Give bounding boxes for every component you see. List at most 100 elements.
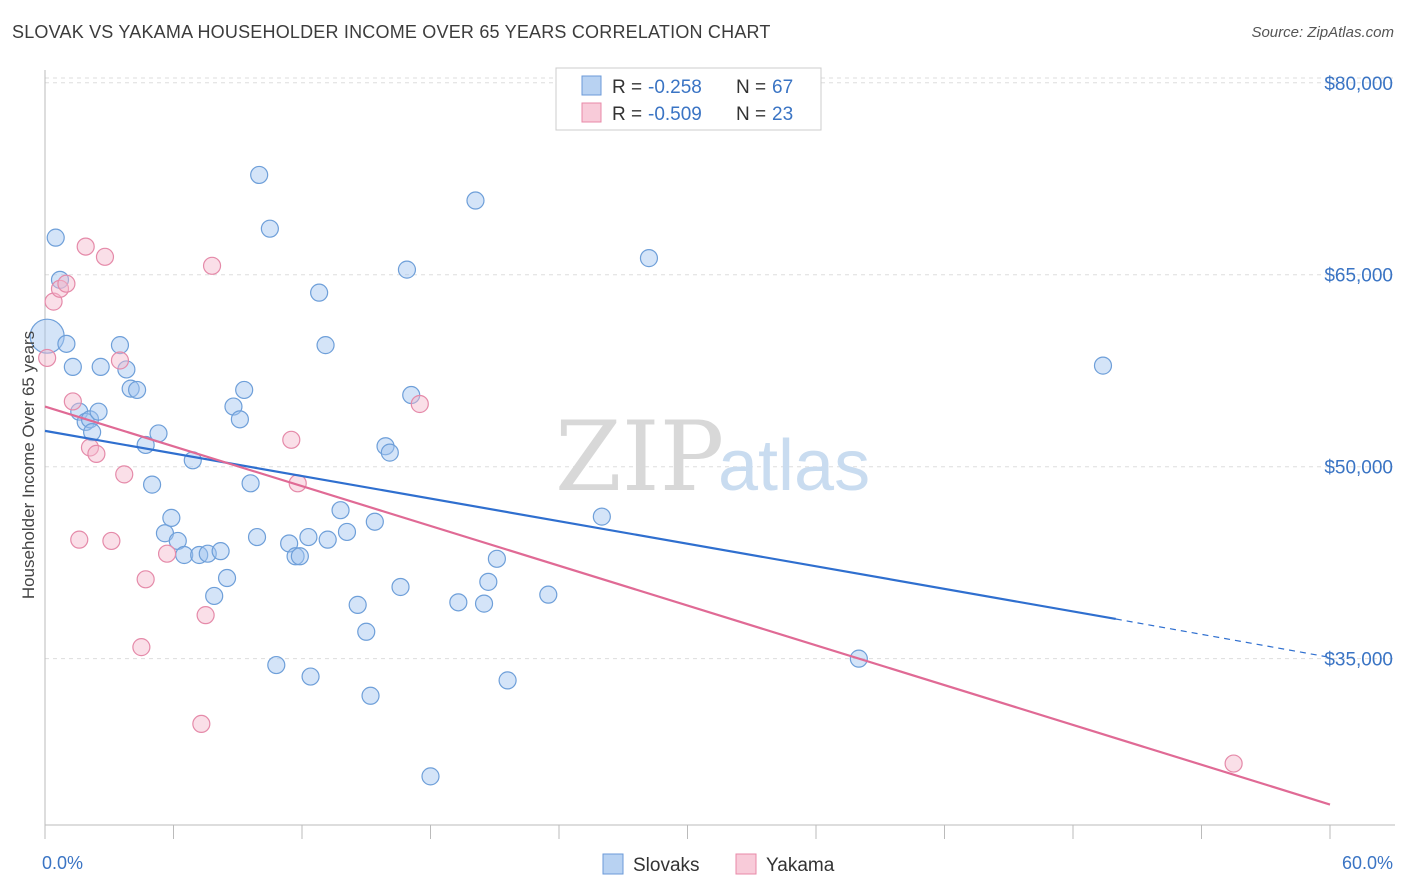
source-label: Source: ZipAtlas.com	[1251, 24, 1394, 41]
yakama-point	[410, 394, 429, 414]
slovak-point	[361, 686, 380, 705]
y-tick-label: $50,000	[1324, 458, 1393, 479]
legend-r-value-2: -0.509	[648, 104, 702, 125]
legend-n-label-2: N =	[736, 104, 766, 125]
yakama-point	[63, 392, 82, 411]
series-yakama	[38, 237, 1243, 773]
slovak-point	[639, 249, 659, 268]
trend-lines	[44, 405, 1331, 806]
legend-r-value-1: -0.258	[648, 77, 702, 98]
bottom-legend-yakama: Yakama	[766, 855, 835, 876]
watermark-atlas: atlas	[718, 426, 870, 506]
bottom-legend-swatch-slovaks	[602, 853, 624, 875]
bottom-legend: Slovaks Yakama	[602, 853, 835, 876]
yakama-point	[57, 274, 76, 293]
slovak-point	[91, 357, 110, 376]
slovak-point	[421, 767, 440, 786]
slovak-point	[331, 501, 350, 520]
slovak-point	[57, 334, 76, 353]
yakama-point	[1224, 754, 1243, 773]
slovak-point	[162, 508, 181, 527]
x-tick-label: 60.0%	[1342, 853, 1393, 873]
y-tick-label: $80,000	[1324, 74, 1393, 95]
slovak-point	[474, 594, 494, 613]
yakama-point	[132, 638, 151, 657]
slovak-point	[142, 475, 162, 494]
slovak-point	[348, 595, 367, 614]
slovak-point	[83, 423, 102, 442]
slovak-point	[466, 191, 485, 210]
slovak-point	[89, 402, 108, 421]
legend-swatch-slovaks	[581, 75, 602, 96]
slovak-point	[365, 512, 384, 531]
bottom-legend-slovaks: Slovaks	[633, 855, 700, 876]
legend-n-value-2: 23	[772, 104, 793, 125]
slovak-point	[397, 260, 417, 279]
slovak-point	[110, 336, 130, 355]
slovak-point	[539, 585, 558, 604]
slovak-point	[127, 380, 147, 400]
slovak-point	[316, 336, 335, 355]
series-slovaks	[29, 165, 1113, 786]
slovak-point	[487, 549, 506, 568]
chart-title: SLOVAK VS YAKAMA HOUSEHOLDER INCOME OVER…	[12, 22, 771, 42]
yakama-point	[136, 570, 155, 589]
slovak-trend-extension	[1115, 618, 1331, 658]
yakama-point	[87, 444, 106, 463]
slovak-point	[46, 228, 65, 247]
yakama-point	[192, 714, 211, 734]
y-tick-labels: $35,000 $50,000 $65,000 $80,000	[1324, 74, 1393, 671]
x-tick-labels: 0.0% 60.0%	[42, 853, 1393, 873]
y-tick-label: $35,000	[1324, 650, 1393, 671]
slovak-point	[247, 527, 267, 547]
slovak-point	[337, 522, 357, 542]
slovak-point	[117, 360, 136, 379]
slovak-point	[301, 667, 320, 686]
slovak-point	[479, 572, 498, 591]
yakama-point	[38, 348, 57, 368]
slovak-point	[498, 671, 517, 690]
yakama-trend-line	[44, 405, 1331, 806]
y-axis-label: Householder Income Over 65 years	[19, 331, 38, 599]
legend-n-label-1: N =	[736, 77, 766, 98]
slovak-point	[357, 622, 376, 641]
x-tick-label: 0.0%	[42, 853, 83, 873]
yakama-point	[196, 606, 215, 625]
y-tick-label: $65,000	[1324, 266, 1393, 287]
yakama-point	[115, 465, 134, 484]
slovak-point	[217, 568, 237, 588]
legend-box: R = -0.258 N = 67 R = -0.509 N = 23	[555, 67, 822, 131]
legend-r-label-1: R =	[612, 77, 642, 98]
watermark-zip: ZIP	[555, 401, 724, 513]
bottom-legend-swatch-yakama	[735, 853, 757, 875]
grid-lines	[45, 77, 1395, 660]
axes	[44, 70, 1395, 839]
slovak-point	[235, 380, 254, 400]
yakama-point	[70, 530, 89, 549]
slovak-point	[63, 357, 82, 376]
slovak-point	[318, 530, 337, 549]
slovak-point	[286, 547, 305, 566]
legend-r-label-2: R =	[612, 104, 642, 125]
watermark: ZIP atlas	[555, 401, 870, 513]
slovak-point	[230, 410, 249, 429]
slovak-point	[449, 593, 468, 612]
slovak-point	[391, 577, 410, 597]
legend-swatch-yakama	[581, 102, 602, 123]
slovak-point	[290, 547, 309, 566]
legend-n-value-1: 67	[772, 77, 793, 98]
yakama-point	[282, 430, 301, 449]
yakama-point	[102, 531, 121, 551]
slovak-point	[299, 527, 318, 547]
yakama-point	[157, 544, 177, 563]
slovak-point	[267, 655, 286, 675]
slovak-point	[241, 474, 260, 493]
yakama-point	[110, 351, 130, 370]
slovak-point	[211, 542, 230, 561]
slovak-point	[205, 586, 224, 606]
yakama-point	[95, 247, 115, 266]
slovak-point	[380, 443, 399, 462]
yakama-point	[202, 256, 222, 275]
slovak-point	[592, 507, 611, 526]
